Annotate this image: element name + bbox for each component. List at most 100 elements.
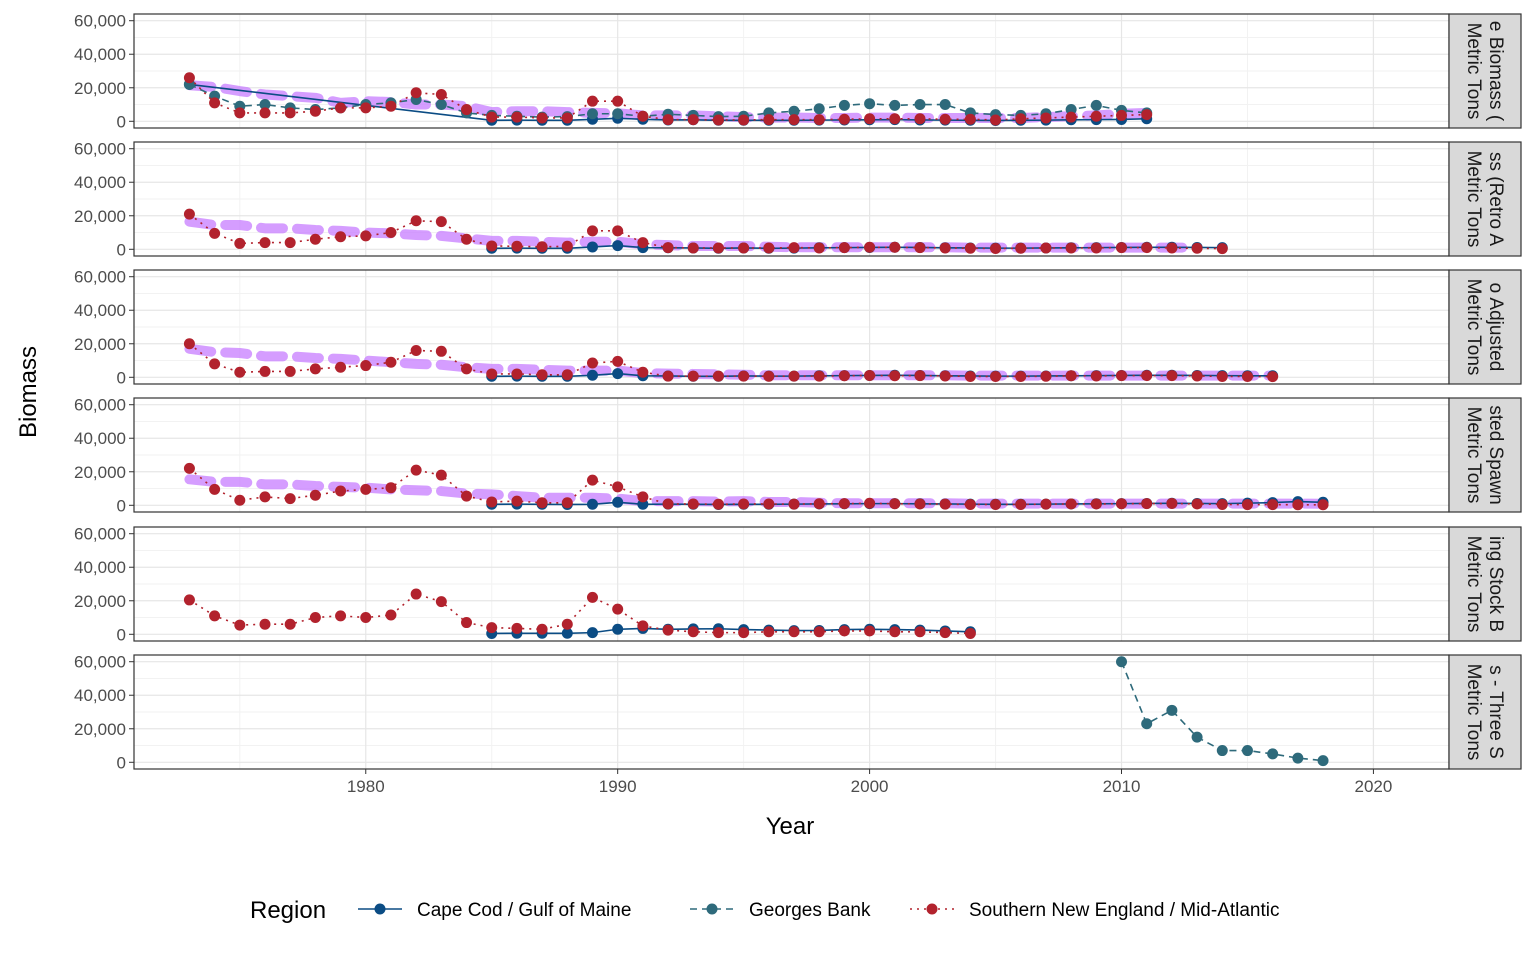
data-point bbox=[385, 482, 397, 494]
data-point bbox=[234, 237, 246, 249]
panel-1: 0 20,000 40,000 60,000 e Biomass (Metric Ton… bbox=[74, 12, 1522, 131]
data-point bbox=[939, 627, 951, 639]
series-georges-bank bbox=[1116, 656, 1329, 767]
data-point bbox=[788, 626, 800, 638]
data-point bbox=[637, 620, 649, 632]
data-point bbox=[1065, 104, 1077, 116]
data-point bbox=[889, 241, 901, 253]
series-line bbox=[189, 83, 1147, 122]
data-point bbox=[964, 498, 976, 510]
data-point bbox=[712, 242, 724, 254]
data-point bbox=[385, 227, 397, 239]
data-point bbox=[259, 365, 271, 377]
strip-text-line: ss (Retro A bbox=[1485, 152, 1506, 246]
data-point bbox=[511, 240, 523, 252]
data-point bbox=[838, 498, 850, 510]
data-point bbox=[1141, 242, 1153, 254]
x-tick-label: 2000 bbox=[851, 777, 889, 796]
data-point bbox=[712, 114, 724, 126]
data-point bbox=[183, 208, 195, 220]
strip-background bbox=[1448, 141, 1522, 257]
legend-label: Southern New England / Mid-Atlantic bbox=[969, 900, 1280, 921]
data-point bbox=[763, 498, 775, 510]
data-point bbox=[309, 612, 321, 624]
data-point bbox=[1317, 755, 1329, 767]
data-point bbox=[864, 113, 876, 125]
data-point bbox=[209, 610, 221, 622]
data-point bbox=[335, 485, 347, 497]
data-point bbox=[410, 588, 422, 600]
data-point bbox=[1116, 656, 1128, 668]
data-point bbox=[486, 240, 498, 252]
data-point bbox=[360, 483, 372, 495]
data-point bbox=[990, 498, 1002, 510]
data-point bbox=[712, 627, 724, 639]
data-point bbox=[864, 241, 876, 253]
data-point bbox=[1065, 111, 1077, 123]
data-point bbox=[561, 369, 573, 381]
data-point bbox=[435, 596, 447, 608]
data-point bbox=[1216, 745, 1228, 757]
data-point bbox=[964, 242, 976, 254]
data-point bbox=[586, 591, 598, 603]
legend-item-southern-new-england-mid-atlantic: Southern New England / Mid-Atlantic bbox=[910, 900, 1280, 921]
data-point bbox=[486, 496, 498, 508]
data-point bbox=[763, 370, 775, 382]
x-tick-label: 2010 bbox=[1103, 777, 1141, 796]
data-point bbox=[687, 626, 699, 638]
data-point bbox=[360, 360, 372, 372]
strip-text-line: Metric Tons bbox=[1463, 407, 1484, 504]
y-tick-label: 0 bbox=[117, 112, 126, 131]
data-point bbox=[561, 240, 573, 252]
data-point bbox=[1166, 704, 1178, 716]
data-point bbox=[712, 370, 724, 382]
data-point bbox=[209, 227, 221, 239]
data-point bbox=[964, 627, 976, 639]
strip-label: e Biomass (Metric Tons bbox=[1463, 21, 1506, 122]
y-axis-title: Biomass bbox=[15, 346, 42, 438]
y-tick-label: 40,000 bbox=[74, 45, 126, 64]
data-point bbox=[511, 622, 523, 634]
series-southern-new-england-mid-atlantic bbox=[183, 208, 1228, 255]
data-point bbox=[385, 100, 397, 112]
data-point bbox=[662, 114, 674, 126]
data-point bbox=[1267, 499, 1279, 511]
data-point bbox=[309, 489, 321, 501]
data-point bbox=[1090, 99, 1102, 111]
data-point bbox=[561, 112, 573, 124]
data-point bbox=[586, 95, 598, 107]
data-point bbox=[838, 370, 850, 382]
data-point bbox=[586, 627, 598, 639]
data-point bbox=[461, 233, 473, 245]
data-point bbox=[838, 242, 850, 254]
data-point bbox=[813, 114, 825, 126]
data-point bbox=[738, 370, 750, 382]
data-point bbox=[914, 626, 926, 638]
data-point bbox=[1241, 745, 1253, 757]
legend-item-georges-bank: Georges Bank bbox=[690, 900, 871, 921]
data-point bbox=[813, 626, 825, 638]
data-point bbox=[536, 241, 548, 253]
data-point bbox=[1040, 498, 1052, 510]
data-point bbox=[410, 215, 422, 227]
data-point bbox=[1292, 499, 1304, 511]
y-tick-label: 20,000 bbox=[74, 207, 126, 226]
data-point bbox=[889, 498, 901, 510]
data-point bbox=[738, 498, 750, 510]
data-point bbox=[939, 242, 951, 254]
data-point bbox=[536, 623, 548, 635]
data-point bbox=[284, 237, 296, 249]
data-point bbox=[1040, 370, 1052, 382]
data-point bbox=[511, 111, 523, 123]
data-point bbox=[335, 361, 347, 373]
data-point bbox=[1090, 110, 1102, 122]
strip-background bbox=[1448, 526, 1522, 642]
legend-key-marker bbox=[706, 903, 718, 915]
y-tick-label: 0 bbox=[117, 240, 126, 259]
data-point bbox=[1241, 370, 1253, 382]
